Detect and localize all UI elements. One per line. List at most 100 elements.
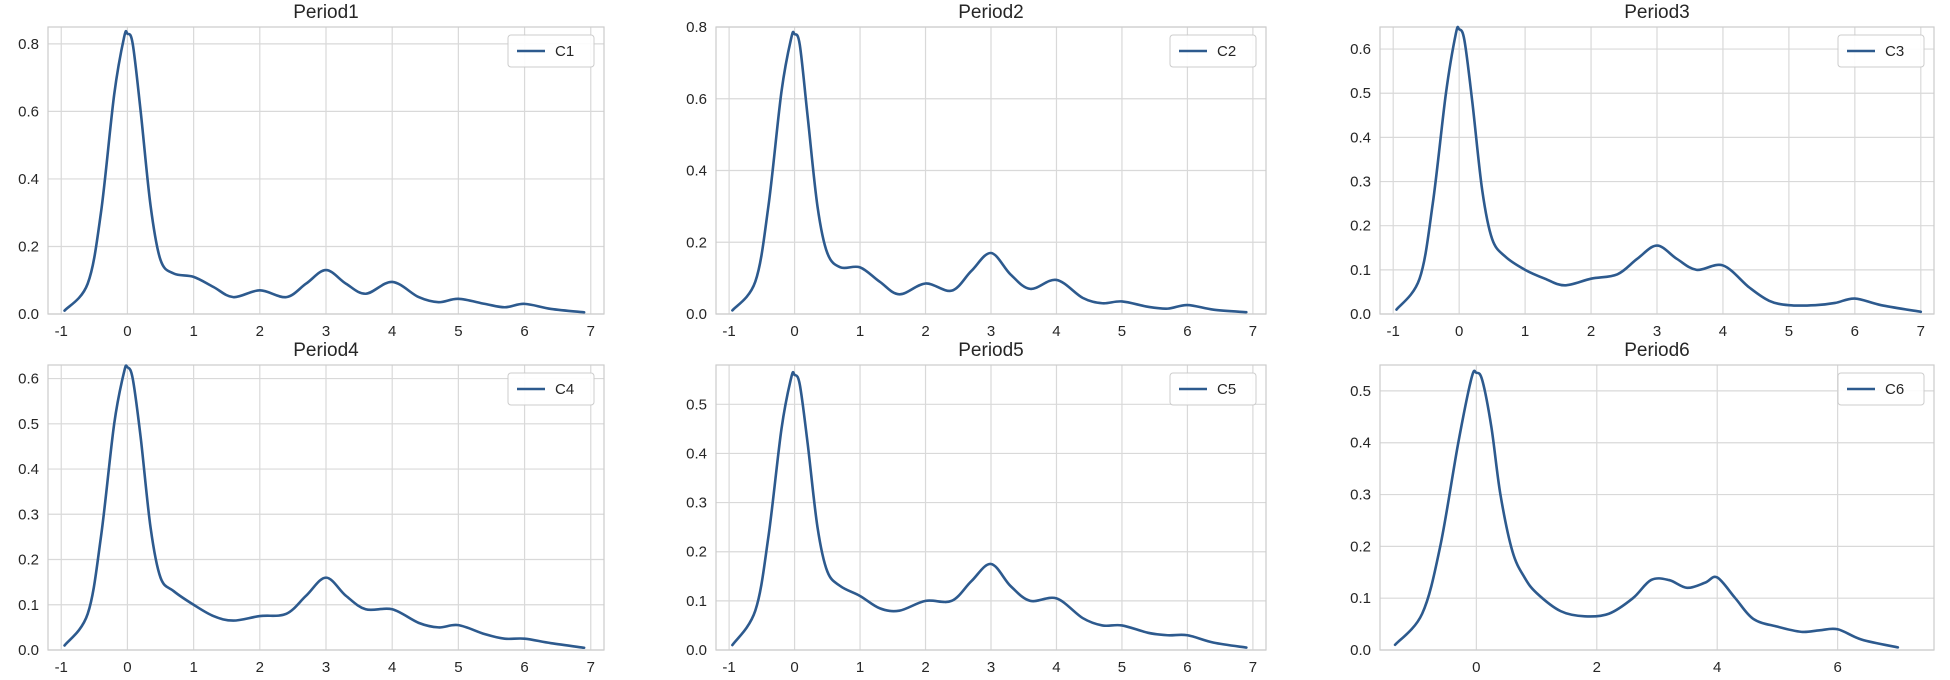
legend-label: C6 (1885, 381, 1904, 398)
y-tick-label: 0.6 (18, 103, 39, 120)
x-tick-label: 1 (856, 323, 864, 340)
x-tick-label: 6 (520, 323, 528, 340)
legend-label: C1 (555, 43, 574, 60)
y-tick-label: 0.4 (686, 163, 707, 180)
y-tick-label: 0.0 (1350, 306, 1371, 323)
axes-frame (715, 26, 1267, 315)
legend: C5 (1169, 372, 1257, 406)
y-tick-label: 0.2 (18, 552, 39, 569)
x-tick-label: 4 (1052, 659, 1060, 676)
axes-frame (1379, 26, 1935, 315)
legend: C1 (507, 34, 595, 68)
y-tick-label: 0.2 (686, 234, 707, 251)
x-tick-label: 3 (987, 323, 995, 340)
x-tick-label: 0 (790, 323, 798, 340)
legend-box (507, 34, 595, 68)
y-tick-label: 0.5 (1350, 383, 1371, 400)
y-tick-label: 0.1 (18, 597, 39, 614)
x-tick-label: -1 (55, 659, 68, 676)
subplot-period2: -1 0 1 2 3 4 5 6 7 0.0 0.2 0.4 0.6 0.8 Period2 C2 (686, 2, 1267, 340)
legend: C6 (1837, 372, 1925, 406)
x-tick-label: 3 (322, 323, 330, 340)
x-tick-label: 1 (189, 659, 197, 676)
subplot-period3: -1 0 1 2 3 4 5 6 7 0.0 0.1 0.2 0.3 0.4 0.5 0.6 Period3 C3 (1350, 2, 1935, 340)
x-tick-label: -1 (1387, 323, 1400, 340)
x-tick-label: -1 (55, 323, 68, 340)
y-tick-label: 0.4 (18, 461, 39, 478)
series-line-c5 (731, 370, 1248, 649)
y-tick-label: 0.0 (1350, 642, 1371, 659)
x-tick-label: 0 (1455, 323, 1463, 340)
x-tick-label: 2 (921, 659, 929, 676)
x-tick-label: 2 (921, 323, 929, 340)
y-tick-label: 0.0 (686, 642, 707, 659)
series-line-c2 (731, 30, 1248, 314)
series-line-c1 (63, 29, 586, 314)
x-tick-label: 1 (189, 323, 197, 340)
x-tick-label: 0 (123, 659, 131, 676)
chart-title: Period5 (958, 340, 1024, 361)
y-tick-label: 0.5 (1350, 85, 1371, 102)
chart-title: Period3 (1624, 2, 1690, 23)
x-tick-label: 4 (1713, 659, 1721, 676)
x-tick-label: 5 (454, 659, 462, 676)
y-tick-label: 0.0 (18, 306, 39, 323)
y-tick-label: 0.1 (1350, 590, 1371, 607)
axes-frame (47, 26, 605, 315)
axes-frame (1379, 364, 1935, 651)
axes-frame (715, 364, 1267, 651)
chart-title: Period1 (293, 2, 359, 23)
x-tick-label: 7 (1249, 323, 1257, 340)
y-tick-label: 0.6 (18, 371, 39, 388)
y-tick-label: 0.3 (1350, 487, 1371, 504)
y-tick-label: 0.5 (686, 396, 707, 413)
x-tick-label: 1 (1521, 323, 1529, 340)
x-tick-label: 0 (1472, 659, 1480, 676)
series-line-c4 (63, 364, 586, 650)
x-tick-label: 2 (1593, 659, 1601, 676)
x-tick-label: 6 (1183, 323, 1191, 340)
legend-label: C3 (1885, 43, 1904, 60)
y-tick-label: 0.1 (1350, 262, 1371, 279)
x-tick-label: 0 (790, 659, 798, 676)
y-tick-label: 0.2 (1350, 218, 1371, 235)
x-tick-label: 6 (1851, 323, 1859, 340)
x-tick-label: 5 (1118, 323, 1126, 340)
legend: C2 (1169, 34, 1257, 68)
series-line-c6 (1393, 369, 1900, 649)
y-tick-label: 0.3 (18, 506, 39, 523)
legend: C4 (507, 372, 595, 406)
x-tick-label: -1 (722, 659, 735, 676)
x-tick-label: 0 (123, 323, 131, 340)
y-tick-label: 0.2 (18, 238, 39, 255)
y-tick-label: 0.3 (1350, 174, 1371, 191)
subplot-period4: -1 0 1 2 3 4 5 6 7 0.0 0.1 0.2 0.3 0.4 0.5 0.6 Period4 C4 (18, 340, 605, 676)
x-tick-label: 7 (1917, 323, 1925, 340)
chart-title: Period2 (958, 2, 1024, 23)
x-tick-label: 4 (1719, 323, 1727, 340)
x-tick-label: 3 (987, 659, 995, 676)
subplot-period6: 0 2 4 6 0.0 0.1 0.2 0.3 0.4 0.5 Period6 C6 (1350, 340, 1935, 676)
legend-label: C2 (1217, 43, 1236, 60)
series-line-c3 (1395, 25, 1923, 314)
legend-box (1837, 372, 1925, 406)
y-tick-label: 0.1 (686, 593, 707, 610)
x-tick-label: 7 (1249, 659, 1257, 676)
subplot-period5: -1 0 1 2 3 4 5 6 7 0.0 0.1 0.2 0.3 0.4 0.5 Period5 C5 (686, 340, 1267, 676)
y-tick-label: 0.6 (1350, 41, 1371, 58)
x-tick-label: 6 (520, 659, 528, 676)
x-tick-label: 4 (1052, 323, 1060, 340)
x-tick-label: 7 (587, 323, 595, 340)
y-tick-label: 0.3 (686, 495, 707, 512)
x-tick-label: 6 (1833, 659, 1841, 676)
y-tick-label: 0.4 (686, 445, 707, 462)
x-tick-label: 2 (256, 323, 264, 340)
chart-title: Period4 (293, 340, 359, 361)
y-tick-label: 0.8 (686, 19, 707, 36)
x-tick-label: 6 (1183, 659, 1191, 676)
legend-box (1837, 34, 1925, 68)
x-tick-label: 5 (454, 323, 462, 340)
legend-box (1169, 34, 1257, 68)
y-tick-label: 0.4 (18, 171, 39, 188)
